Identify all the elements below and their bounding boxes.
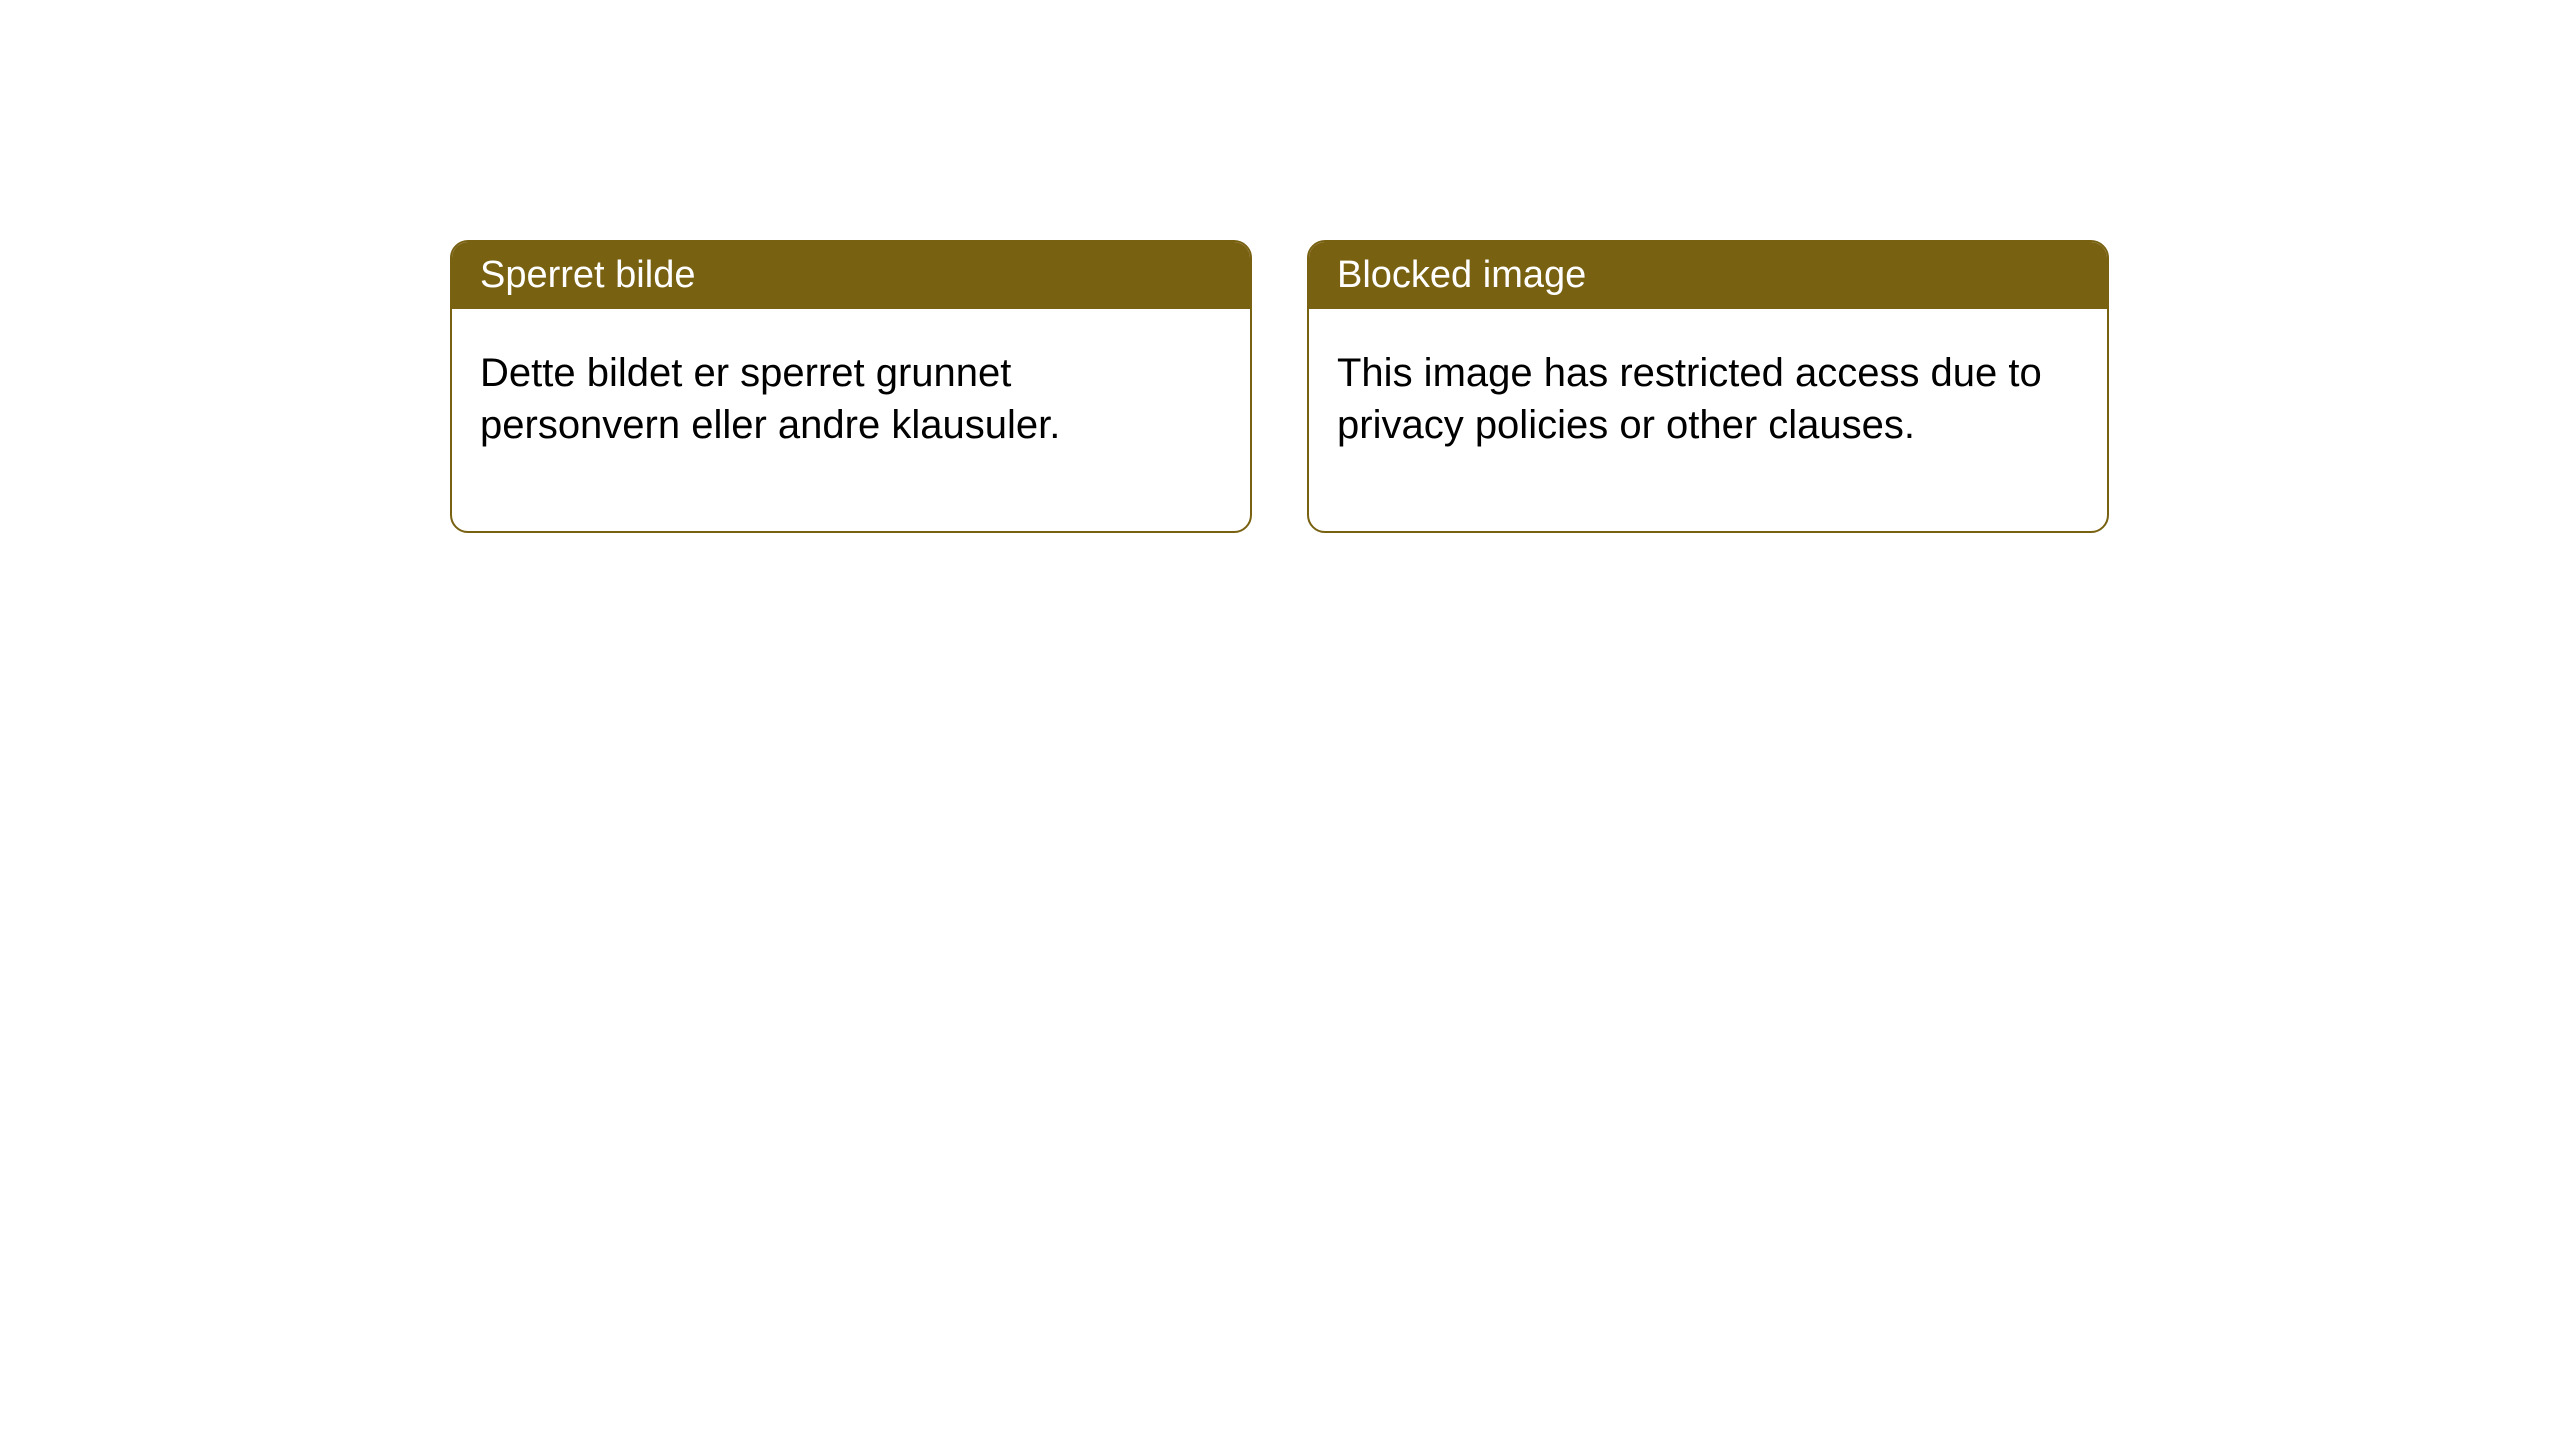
card-body-no: Dette bildet er sperret grunnet personve… (452, 309, 1250, 531)
card-header-en: Blocked image (1309, 242, 2107, 309)
blocked-image-card-no: Sperret bilde Dette bildet er sperret gr… (450, 240, 1252, 533)
card-body-en: This image has restricted access due to … (1309, 309, 2107, 531)
card-header-no: Sperret bilde (452, 242, 1250, 309)
blocked-image-notice-container: Sperret bilde Dette bildet er sperret gr… (0, 0, 2560, 533)
blocked-image-card-en: Blocked image This image has restricted … (1307, 240, 2109, 533)
